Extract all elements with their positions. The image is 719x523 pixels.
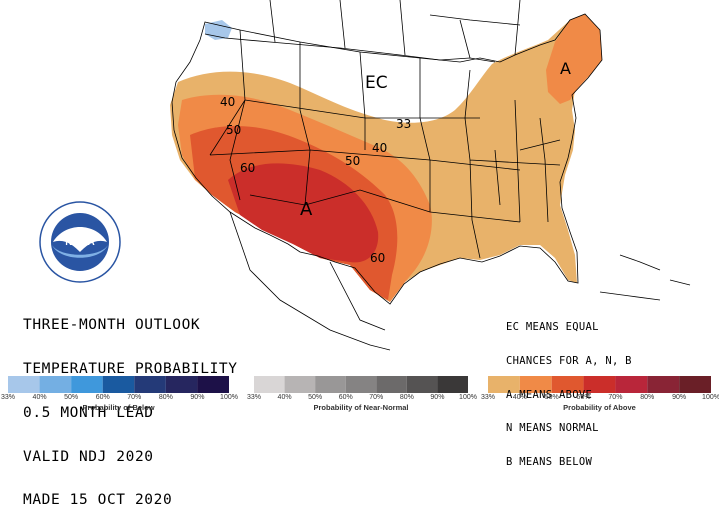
contour-label-60-west: 60 [240,161,255,175]
legend-tick-below-3: 60% [95,394,110,401]
legend-tick-normal-4: 70% [369,394,384,401]
contour-label-50-west: 50 [226,123,241,137]
above-label-southwest: A [300,199,313,220]
canada-border [204,33,496,63]
legend-tick-normal-0: 33% [246,394,261,401]
contour-label-40-west: 40 [220,95,235,109]
legend-swatch-below-3 [102,376,135,393]
legend-tick-normal-1: 40% [277,394,292,401]
legend-swatch-below-4 [134,376,166,393]
contour-labels: 40 50 60 33 40 50 60 EC A A [220,59,571,265]
legend-tick-above-4: 70% [608,394,623,401]
above-60-region [228,163,379,263]
legend-title-normal: Probability of Near-Normal [313,403,409,412]
legend-tick-above-1: 40% [512,394,527,401]
contour-label-33: 33 [396,117,411,131]
key-block: EC MEANS EQUAL CHANCES FOR A, N, B A MEA… [506,300,632,479]
legend-tick-above-2: 50% [544,394,559,401]
legend-tick-below-7: 100% [220,394,238,401]
outlook-line-2: TEMPERATURE PROBABILITY [23,360,238,377]
legend-tick-normal-7: 100% [459,394,477,401]
legend-tick-above-3: 60% [576,394,591,401]
legend-tick-above-0: 33% [480,394,495,401]
legend-swatch-below-6 [197,376,229,393]
legend-tick-normal-6: 90% [430,394,445,401]
legend-swatch-above-5 [647,376,680,393]
legend-swatch-above-2 [551,376,584,393]
legend-swatch-above-1 [519,376,552,393]
legend-tick-below-0: 33% [0,394,15,401]
legend-tick-below-6: 90% [190,394,205,401]
legend-tick-above-5: 80% [640,394,655,401]
outlook-map: 40 50 60 33 40 50 60 EC A A NOAA [8,0,711,393]
legend-title-above: Probability of Above [563,403,636,412]
legend-swatch-below-0 [8,376,40,393]
contour-label-60-south: 60 [370,251,385,265]
above-label-northeast: A [560,59,571,78]
noaa-logo: NOAA [39,201,121,283]
legend-swatch-normal-4 [376,376,407,393]
legend-swatch-below-1 [39,376,72,393]
key-line-1: EC MEANS EQUAL [506,321,599,334]
legend-tick-below-1: 40% [32,394,47,401]
key-line-5: B MEANS BELOW [506,455,593,468]
state-lines [209,29,561,259]
legend-swatch-normal-5 [406,376,438,393]
legend-tick-normal-2: 50% [308,394,323,401]
noaa-logo-text: NOAA [65,237,94,248]
legend-swatch-normal-6 [437,376,468,393]
legend-swatch-normal-1 [284,376,316,393]
canada-lines [269,0,521,59]
caribbean-islands [599,254,691,301]
legend-swatch-above-3 [583,376,616,393]
ec-label: EC [365,73,388,93]
contour-label-50-central: 50 [345,154,360,168]
boundaries [171,0,691,351]
legend-tick-normal-3: 60% [338,394,353,401]
legend-tick-below-2: 50% [64,394,79,401]
key-line-2: CHANCES FOR A, N, B [506,355,632,367]
legend-swatch-above-6 [679,376,711,393]
legend-swatch-above-0 [488,376,520,393]
mexico-lines [229,211,391,351]
legend-swatch-normal-0 [254,376,285,393]
legend-swatch-normal-2 [315,376,346,393]
legend-tick-normal-5: 80% [399,394,414,401]
above-40-northeast [546,14,602,104]
legend-tick-below-5: 80% [158,394,173,401]
outlook-line-5: MADE 15 OCT 2020 [23,492,173,509]
legend-tick-below-4: 70% [127,394,142,401]
legend-tick-above-7: 100% [702,394,719,401]
legend-title-below: Probability of Below [82,403,155,412]
us-outline [171,13,603,305]
legend-swatch-below-2 [71,376,103,393]
key-line-3: A MEANS ABOVE [506,388,593,401]
legend-swatch-below-5 [165,376,198,393]
legend-bars [8,376,711,393]
probability-regions [170,14,602,302]
legend-swatch-normal-3 [345,376,377,393]
legend-tick-above-6: 90% [672,394,687,401]
key-line-4: N MEANS NORMAL [506,422,599,435]
outlook-line-4: VALID NDJ 2020 [23,448,154,465]
contour-label-40-central: 40 [372,141,387,155]
legend-swatch-above-4 [615,376,648,393]
outlook-line-1: THREE-MONTH OUTLOOK [23,317,201,334]
